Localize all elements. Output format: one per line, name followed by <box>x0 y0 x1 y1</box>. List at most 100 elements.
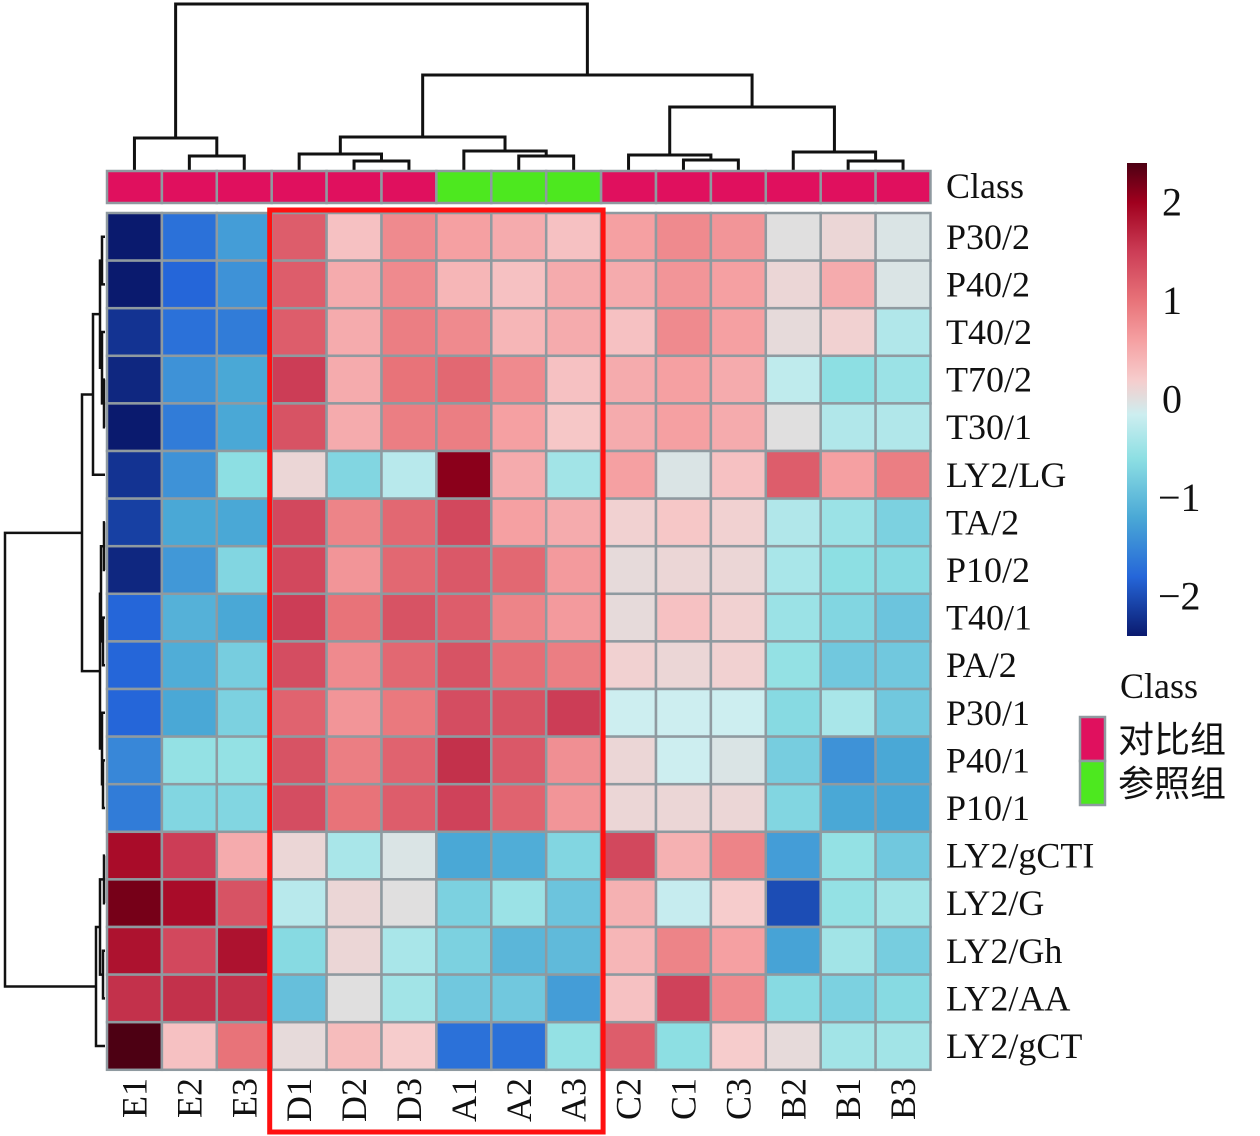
heatmap-cell <box>709 735 768 786</box>
row-label: T40/2 <box>946 312 1032 352</box>
heatmap-cell <box>270 449 328 500</box>
heatmap-cell <box>599 306 658 358</box>
class-annotation-label: Class <box>946 166 1024 206</box>
heatmap-cell <box>215 878 273 929</box>
heatmap-cell <box>490 211 548 262</box>
heatmap-cell <box>544 925 603 976</box>
heatmap-cell <box>380 830 438 881</box>
heatmap-cell <box>819 925 877 976</box>
heatmap-cell <box>599 782 658 834</box>
heatmap-cell <box>325 497 383 548</box>
heatmap-cell <box>160 306 219 358</box>
heatmap-cell <box>380 878 438 929</box>
row-label: P40/1 <box>946 740 1030 780</box>
dendrogram-branch <box>101 949 105 1000</box>
annotation-cell <box>599 169 658 205</box>
heatmap-cell <box>599 402 658 453</box>
heatmap-cell <box>160 592 219 643</box>
column-dendrogram <box>132 2 905 170</box>
heatmap-cell <box>325 878 383 929</box>
heatmap-cell <box>654 925 713 976</box>
heatmap-cell <box>325 925 383 976</box>
heatmap-cell <box>819 306 877 358</box>
heatmap-cell <box>874 354 932 405</box>
heatmap-cell <box>215 687 273 738</box>
heatmap-cell <box>544 1020 603 1072</box>
dendrogram-branch <box>102 378 106 429</box>
heatmap-cell <box>215 306 273 358</box>
heatmap-cell <box>490 878 548 929</box>
heatmap-cell <box>819 735 877 786</box>
heatmap-cell <box>599 735 658 786</box>
heatmap-cell <box>764 497 822 548</box>
dendrogram-branch <box>462 149 548 170</box>
annotation-cell <box>874 169 932 205</box>
heatmap-cell <box>819 687 877 738</box>
column-label: D2 <box>334 1078 374 1122</box>
heatmap-cell <box>435 973 493 1024</box>
heatmap-cell <box>435 830 493 881</box>
heatmap-cell <box>819 211 877 262</box>
heatmap-cell <box>819 449 877 500</box>
heatmap-cell <box>874 735 932 786</box>
row-labels: P30/2 P40/2 T40/2 T70/2 T30/1 LY2/LG TA/2 P10/2… <box>946 217 1094 1066</box>
heatmap-cell <box>599 1020 658 1072</box>
dendrogram-branch <box>132 136 219 170</box>
heatmap-cell <box>270 259 328 310</box>
row-label: LY2/gCT <box>946 1026 1082 1066</box>
column-label: A3 <box>554 1078 594 1122</box>
annotation-cell <box>764 169 822 205</box>
legend-swatch <box>1078 759 1107 807</box>
heatmap-cell <box>380 782 438 834</box>
column-label: C2 <box>609 1078 649 1120</box>
heatmap-cell <box>709 592 768 643</box>
heatmap-cell <box>490 925 548 976</box>
row-label: LY2/LG <box>946 455 1066 495</box>
heatmap-cell <box>105 640 164 691</box>
row-label: P30/1 <box>946 693 1030 733</box>
heatmap-cell <box>270 735 328 786</box>
heatmap-cell <box>160 544 219 596</box>
heatmap-cell <box>819 592 877 643</box>
heatmap-cell <box>270 925 328 976</box>
row-label: P30/2 <box>946 217 1030 257</box>
heatmap-cell <box>160 925 219 976</box>
heatmap-cell <box>435 259 493 310</box>
column-label: B1 <box>828 1078 868 1120</box>
heatmap-cell <box>270 306 328 358</box>
annotation-cell <box>160 169 219 205</box>
heatmap-cell <box>105 925 164 976</box>
heatmap-cell <box>215 592 273 643</box>
heatmap-cell <box>654 640 713 691</box>
heatmap-cell <box>105 544 164 596</box>
heatmap-cell <box>435 735 493 786</box>
heatmap-cells <box>105 211 932 1072</box>
heatmap-cell <box>819 782 877 834</box>
heatmap-cell <box>544 211 603 262</box>
heatmap-cell <box>215 354 273 405</box>
heatmap-cell <box>380 1020 438 1072</box>
heatmap-cell <box>435 449 493 500</box>
heatmap-cell <box>709 1020 768 1072</box>
column-label: D1 <box>279 1078 319 1122</box>
colorbar-ticks: 2 1 0 −1 −2 <box>1158 179 1201 618</box>
legend-title: Class <box>1120 666 1198 706</box>
heatmap-cell <box>380 687 438 738</box>
row-label: T40/1 <box>946 598 1032 638</box>
row-label: T70/2 <box>946 360 1032 400</box>
heatmap-cell <box>270 544 328 596</box>
heatmap-cell <box>105 497 164 548</box>
heatmap-cell <box>709 449 768 500</box>
heatmap-cell <box>544 973 603 1024</box>
column-label: E2 <box>169 1078 209 1118</box>
heatmap-cell <box>490 354 548 405</box>
dendrogram-branch <box>627 153 713 170</box>
heatmap-cell <box>709 640 768 691</box>
heatmap-cell <box>544 306 603 358</box>
heatmap-cell <box>874 973 932 1024</box>
column-label: A2 <box>499 1078 539 1122</box>
heatmap-cell <box>874 544 932 596</box>
heatmap-cell <box>105 735 164 786</box>
heatmap-cell <box>270 640 328 691</box>
